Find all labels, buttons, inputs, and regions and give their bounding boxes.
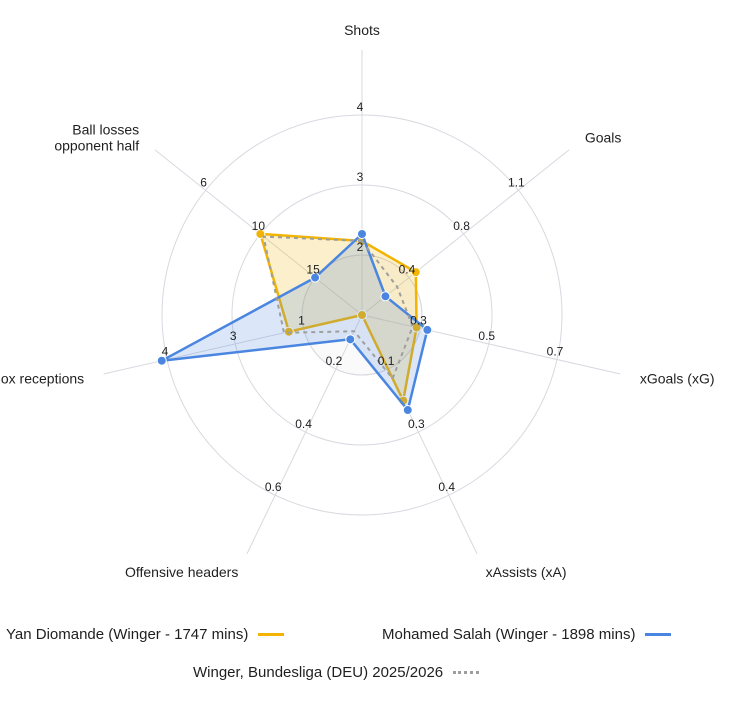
axis-label: xGoals (xG) <box>640 370 715 386</box>
tick-label: 1 <box>298 313 305 327</box>
series-point <box>411 322 422 333</box>
series-point <box>380 291 391 302</box>
legend-item-mohamed-salah[interactable]: Mohamed Salah (Winger - 1898 mins) <box>382 626 672 643</box>
series-line-2 <box>262 235 414 380</box>
tick-label: 0.8 <box>453 219 470 233</box>
radar-chart: 2 3 4 0.4 0.8 1.1 0.3 0.5 0.7 0.1 0.3 0.4 0.2 0.4 0.6 1… <box>0 22 715 580</box>
series-point <box>345 334 356 345</box>
tick-label: 4 <box>162 345 169 359</box>
axis-label: Goals <box>585 129 622 145</box>
tick-label: 0.4 <box>438 480 455 494</box>
tick-label: 0.3 <box>408 417 425 431</box>
axis-label: Ball losses <box>72 121 139 137</box>
series-point <box>357 310 367 320</box>
radar-tick-labels: 2 3 4 0.4 0.8 1.1 0.3 0.5 0.7 0.1 0.3 0.4 0.2 0.4 0.6 1… <box>162 100 564 494</box>
radar-axis-labels: Shots Goals xGoals (xG) xAssists (xA) Offens… <box>0 22 715 580</box>
legend-item-bundesliga-winger-average[interactable]: Winger, Bundesliga (DEU) 2025/2026 <box>193 664 480 681</box>
series-point <box>422 324 433 335</box>
tick-label: 0.4 <box>399 263 416 277</box>
legend-item-yan-diomande[interactable]: Yan Diomande (Winger - 1747 mins) <box>6 626 285 643</box>
series-point <box>255 228 266 239</box>
series-area-1 <box>161 234 428 411</box>
tick-label: 3 <box>230 329 237 343</box>
tick-label: 2 <box>357 240 364 254</box>
series-point <box>357 229 367 239</box>
tick-label: 0.1 <box>378 354 395 368</box>
legend-label: Winger, Bundesliga (DEU) 2025/2026 <box>193 664 444 681</box>
axis-label: opponent half <box>54 137 139 153</box>
tick-label: 0.4 <box>295 417 312 431</box>
legend-swatch <box>258 633 285 636</box>
tick-label: 0.2 <box>326 354 343 368</box>
axis-label: Offensive headers <box>125 564 238 580</box>
tick-label: 0.3 <box>410 313 427 327</box>
axis-label: Box receptions <box>0 370 84 386</box>
series-line-0 <box>259 232 418 402</box>
tick-label: 0.6 <box>265 480 282 494</box>
series-point <box>156 355 167 366</box>
tick-label: 15 <box>306 263 320 277</box>
axis-label: xAssists (xA) <box>486 564 567 580</box>
tick-label: 1.1 <box>508 175 525 189</box>
tick-label: 4 <box>357 100 364 114</box>
legend-label: Mohamed Salah (Winger - 1898 mins) <box>382 626 636 643</box>
series-point <box>310 272 321 283</box>
legend-label: Yan Diomande (Winger - 1747 mins) <box>6 626 249 643</box>
tick-label: 0.7 <box>547 345 564 359</box>
tick-label: 0.5 <box>478 329 495 343</box>
axis-label: Shots <box>344 22 380 38</box>
legend-swatch <box>645 633 672 636</box>
radar-series <box>156 228 433 416</box>
series-point <box>402 405 413 416</box>
series-point <box>410 267 421 278</box>
series-line-1 <box>160 232 429 412</box>
tick-label: 3 <box>357 170 364 184</box>
tick-label: 6 <box>200 175 207 189</box>
legend-swatch <box>453 671 480 674</box>
axis-spoke <box>361 314 621 375</box>
axis-spoke <box>246 314 363 554</box>
tick-label: 10 <box>252 219 266 233</box>
